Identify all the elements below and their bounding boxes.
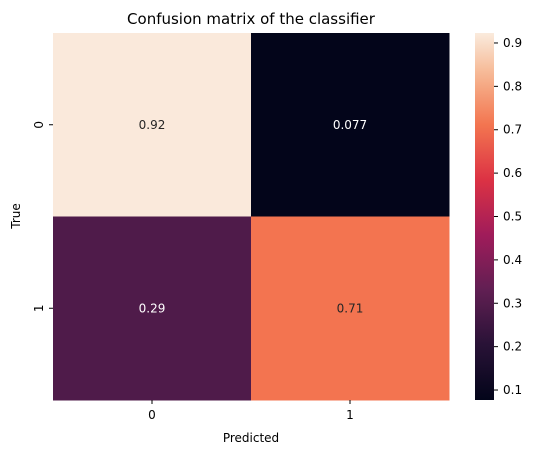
colorbar-tick-label: 0.6 — [503, 166, 522, 180]
cell-value-label-0-0: 0.92 — [139, 118, 166, 132]
colorbar-tick-label: 0.1 — [503, 383, 522, 397]
y-axis-label: True — [9, 203, 23, 230]
colorbar-tick-label: 0.7 — [503, 123, 522, 137]
colorbar — [475, 33, 494, 400]
colorbar-tick-label: 0.9 — [503, 36, 522, 50]
y-axis: 01 — [32, 121, 53, 312]
x-axis-label: Predicted — [223, 431, 279, 445]
heatmap-cells — [53, 33, 450, 401]
cell-value-label-1-0: 0.29 — [139, 301, 166, 315]
chart-title: Confusion matrix of the classifier — [127, 10, 376, 28]
colorbar-tick-label: 0.4 — [503, 253, 522, 267]
x-tick-label: 1 — [346, 408, 354, 422]
colorbar-tick-label: 0.8 — [503, 79, 522, 93]
colorbar-tick-label: 0.5 — [503, 210, 522, 224]
cell-value-label-0-1: 0.077 — [333, 118, 367, 132]
colorbar-tick-label: 0.2 — [503, 340, 522, 354]
colorbar-tick-label: 0.3 — [503, 296, 522, 310]
x-tick-label: 0 — [148, 408, 156, 422]
cell-value-label-1-1: 0.71 — [337, 301, 364, 315]
colorbar-ticks: 0.1 0.2 0.3 0.4 0.5 0.6 0.7 0.8 0.9 — [494, 36, 522, 397]
y-tick-label: 0 — [32, 121, 46, 129]
y-tick-label: 1 — [32, 304, 46, 312]
